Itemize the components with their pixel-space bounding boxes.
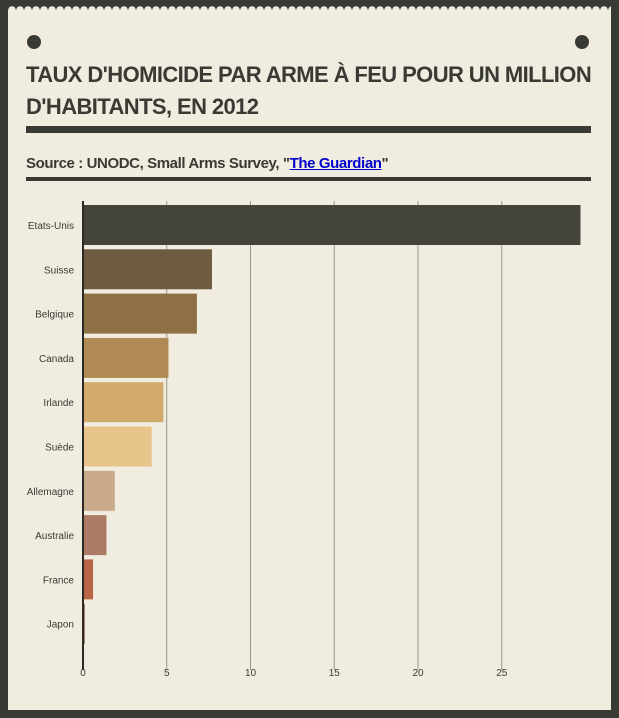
category-label: Suède — [45, 443, 74, 454]
chart-title: TAUX D'HOMICIDE PAR ARME À FEU POUR UN M… — [26, 62, 592, 119]
bar — [83, 205, 581, 245]
pin-icon — [575, 35, 589, 49]
category-label: Belgique — [35, 310, 74, 321]
bar — [83, 515, 107, 556]
chart-card: TAUX D'HOMICIDE PAR ARME À FEU POUR UN M… — [8, 6, 611, 710]
x-tick-label: 15 — [329, 668, 341, 679]
category-label: Australie — [35, 531, 74, 542]
source-line: Source : UNODC, Small Arms Survey, "The … — [26, 155, 389, 172]
x-tick-label: 5 — [164, 668, 170, 679]
scalloped-edge — [8, 6, 611, 14]
bar — [83, 382, 164, 423]
x-tick-label: 20 — [412, 668, 424, 679]
bar — [83, 249, 212, 290]
category-label: Canada — [39, 354, 74, 365]
title-divider — [26, 126, 591, 133]
category-label: France — [43, 575, 75, 586]
bar — [83, 337, 169, 378]
bar — [83, 293, 197, 334]
pin-icon — [27, 35, 41, 49]
x-tick-label: 10 — [245, 668, 257, 679]
category-label: Etats-Unis — [28, 221, 74, 232]
source-divider — [26, 177, 591, 181]
source-prefix: Source : UNODC, Small Arms Survey, " — [26, 155, 290, 172]
category-label: Irlande — [43, 398, 74, 409]
x-tick-label: 25 — [496, 668, 508, 679]
source-suffix: " — [381, 155, 389, 172]
bar — [83, 426, 152, 467]
bar-chart: 0 5 10 15 20 25 Etats-Unis Suisse Belgique Canada… — [27, 201, 581, 679]
category-label: Allemagne — [27, 487, 75, 498]
guardian-link[interactable]: The Guardian — [289, 155, 382, 172]
category-label: Japon — [47, 620, 74, 631]
category-label: Suisse — [44, 265, 74, 276]
bar — [83, 559, 94, 600]
x-tick-label: 0 — [80, 668, 86, 679]
bar — [83, 470, 115, 511]
